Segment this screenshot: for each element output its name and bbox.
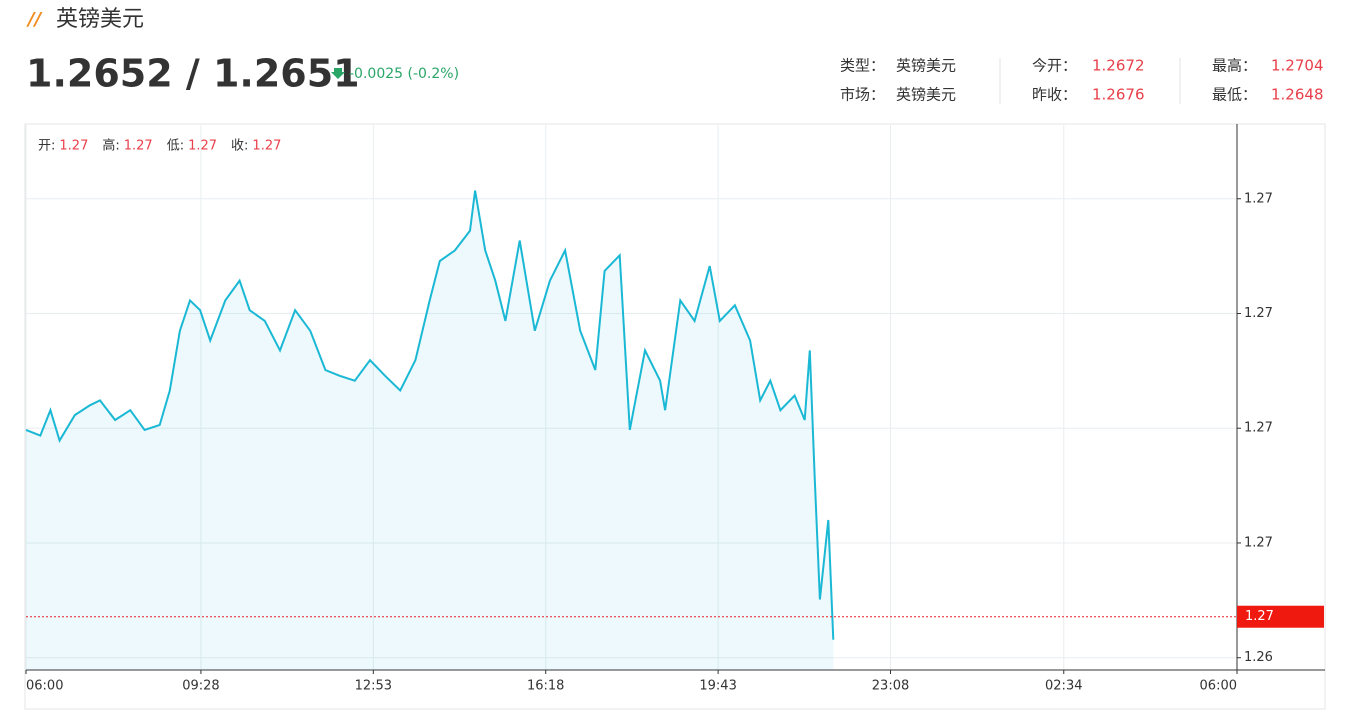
info-label: 昨收：	[1032, 86, 1077, 104]
x-tick-label: 09:28	[182, 679, 219, 694]
x-tick-label: 06:00	[26, 679, 63, 694]
y-tick-label: 1.27	[1244, 306, 1273, 321]
title: 英镑美元	[56, 7, 144, 32]
info-label: 今开：	[1032, 57, 1077, 75]
ohlc-label: 低:	[167, 139, 184, 154]
info-value: 英镑美元	[896, 86, 956, 104]
y-tick-label: 1.26	[1244, 650, 1273, 665]
down-arrow	[331, 68, 345, 79]
ohlc-label: 收:	[231, 139, 248, 154]
info-value: 1.2704	[1271, 57, 1324, 75]
info-value: 1.2672	[1092, 57, 1145, 75]
x-tick-label: 12:53	[355, 679, 392, 694]
info-value: 1.2676	[1092, 86, 1145, 104]
ohlc-value: 1.27	[59, 139, 88, 154]
price: 1.2652 / 1.2651	[26, 52, 360, 96]
price-line	[25, 190, 835, 640]
chart-frame	[24, 123, 1326, 710]
info-value: 英镑美元	[896, 57, 956, 75]
ohlc-label: 开:	[38, 139, 55, 154]
info-label: 最低：	[1212, 86, 1257, 104]
x-tick-label: 23:08	[872, 679, 909, 694]
x-tick-label: 06:00	[1200, 679, 1237, 694]
x-tick-label: 02:34	[1045, 679, 1082, 694]
info-label: 最高：	[1212, 57, 1257, 75]
current-price-label: 1.27	[1245, 609, 1274, 624]
area	[26, 190, 834, 670]
change: -0.0025 (-0.2%)	[349, 66, 459, 82]
info-value: 1.2648	[1271, 86, 1324, 104]
ohlc-label: 高:	[102, 138, 119, 154]
y-tick-label: 1.27	[1244, 535, 1273, 550]
current-price-box	[1237, 605, 1324, 628]
ohlc-value: 1.27	[188, 139, 217, 154]
x-tick-label: 19:43	[699, 679, 736, 694]
ohlc-value: 1.27	[252, 139, 281, 154]
info-label: 类型：	[840, 57, 885, 75]
y-tick-label: 1.27	[1244, 191, 1273, 206]
logo: //	[26, 9, 43, 30]
x-tick-label: 16:18	[527, 679, 564, 694]
info-label: 市场：	[840, 86, 885, 104]
y-tick-label: 1.27	[1244, 421, 1273, 436]
ohlc-value: 1.27	[124, 139, 153, 154]
